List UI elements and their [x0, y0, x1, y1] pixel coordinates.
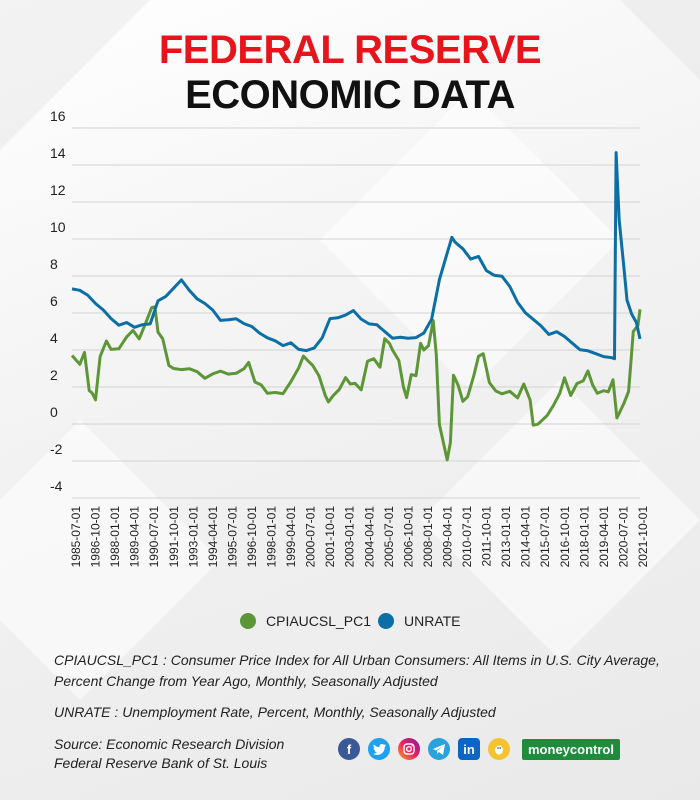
x-tick-label: 2001-10-01 [323, 506, 337, 568]
x-tick-label: 2005-07-01 [382, 506, 396, 568]
legend-item-unrate[interactable]: UNRATE [378, 613, 461, 629]
x-tick-label: 2021-10-01 [636, 506, 650, 568]
line-chart: 16 14 12 10 8 6 4 2 0 -2 -4 1985-07-01 1986-10-01 198… [50, 108, 650, 568]
x-tick-label: 2018-01-01 [577, 506, 591, 568]
x-tick-label: 2013-01-01 [499, 506, 513, 568]
y-tick-label: 10 [50, 219, 66, 235]
x-tick-label: 2010-07-01 [460, 506, 474, 568]
cpi-series-line [70, 305, 642, 462]
x-tick-label: 1988-01-01 [108, 506, 122, 568]
y-tick-label: -2 [50, 441, 63, 457]
chart-title: FEDERAL RESERVE ECONOMIC DATA [0, 28, 700, 118]
instagram-icon[interactable] [398, 738, 420, 760]
series-notes: CPIAUCSL_PC1 : Consumer Price Index for … [54, 650, 674, 733]
twitter-icon[interactable] [368, 738, 390, 760]
chart-legend: CPIAUCSL_PC1 UNRATE [0, 613, 700, 635]
x-tick-label: 2019-04-01 [597, 506, 611, 568]
y-tick-label: 14 [50, 145, 66, 161]
y-tick-label: 4 [50, 330, 58, 346]
x-tick-label: 1989-04-01 [128, 506, 142, 568]
legend-label-cpi: CPIAUCSL_PC1 [266, 613, 372, 629]
x-tick-label: 2015-07-01 [538, 506, 552, 568]
telegram-icon[interactable] [428, 738, 450, 760]
title-line-1: FEDERAL RESERVE [158, 28, 542, 72]
unrate-note: UNRATE : Unemployment Rate, Percent, Mon… [54, 704, 496, 720]
y-tick-label: 8 [50, 256, 58, 272]
koo-icon[interactable] [488, 738, 510, 760]
legend-label-unrate: UNRATE [404, 613, 461, 629]
x-tick-label: 2004-04-01 [362, 506, 376, 568]
title-line-2: ECONOMIC DATA [185, 73, 515, 117]
x-tick-label: 2014-04-01 [519, 506, 533, 568]
x-tick-label: 2009-04-01 [440, 506, 454, 568]
legend-swatch-cpi [240, 613, 256, 629]
x-tick-label: 2000-07-01 [304, 506, 318, 568]
x-tick-label: 1995-07-01 [225, 506, 239, 568]
linkedin-icon[interactable]: in [458, 738, 480, 760]
social-bar: f in moneycontrol [338, 738, 620, 760]
x-tick-label: 1985-07-01 [69, 506, 83, 568]
x-tick-label: 2011-10-01 [480, 506, 494, 567]
y-tick-label: 0 [50, 404, 58, 420]
cpi-note: CPIAUCSL_PC1 : Consumer Price Index for … [54, 652, 660, 689]
x-tick-label: 1999-04-01 [284, 506, 298, 568]
moneycontrol-logo[interactable]: moneycontrol [522, 738, 620, 760]
x-tick-label: 2006-10-01 [401, 506, 415, 568]
x-tick-label: 1991-10-01 [167, 506, 181, 568]
y-tick-label: 6 [50, 293, 58, 309]
x-tick-label: 1994-04-01 [206, 506, 220, 568]
y-tick-label: 2 [50, 367, 58, 383]
y-tick-label: -4 [50, 478, 63, 494]
source-line-1: Source: Economic Research Division [54, 736, 285, 752]
x-tick-label: 2016-10-01 [558, 506, 572, 568]
source-credit: Source: Economic Research Division Feder… [54, 735, 284, 773]
x-tick-label: 1986-10-01 [89, 506, 103, 568]
x-tick-label: 1993-01-01 [186, 506, 200, 568]
facebook-icon[interactable]: f [338, 738, 360, 760]
y-tick-label: 12 [50, 182, 66, 198]
legend-swatch-unrate [378, 613, 394, 629]
x-tick-label: 1996-10-01 [245, 506, 259, 568]
legend-item-cpi[interactable]: CPIAUCSL_PC1 [240, 613, 371, 629]
x-tick-label: 2020-07-01 [616, 506, 630, 568]
x-tick-label: 1998-01-01 [265, 506, 279, 568]
x-tick-label: 2008-01-01 [421, 506, 435, 568]
y-tick-label: 16 [50, 108, 66, 124]
unrate-series-line [71, 151, 642, 361]
source-line-2: Federal Reserve Bank of St. Louis [54, 755, 268, 771]
x-tick-label: 2003-01-01 [343, 506, 357, 568]
x-tick-label: 1990-07-01 [147, 506, 161, 568]
